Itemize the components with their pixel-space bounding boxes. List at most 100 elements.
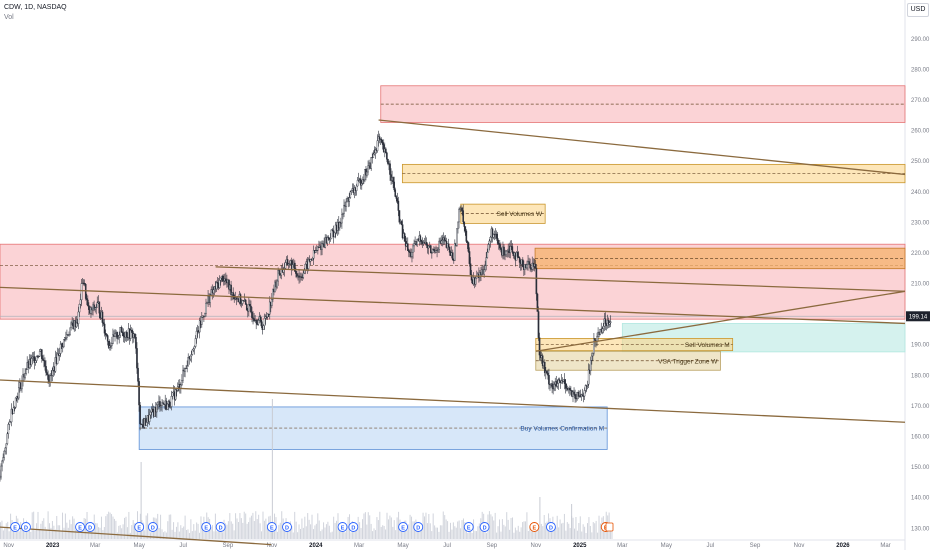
candle-body — [170, 396, 173, 407]
candle-body — [326, 237, 329, 244]
candle-body — [488, 240, 491, 245]
candle-body — [564, 383, 567, 389]
time-tick-label: Sep — [223, 543, 234, 549]
candle-body — [25, 369, 27, 374]
candle-body — [282, 269, 285, 273]
candle-body — [260, 320, 263, 327]
volume-bar — [201, 523, 203, 539]
volume-bar — [184, 515, 186, 539]
volume-bar — [217, 531, 219, 539]
candle-body — [401, 224, 404, 239]
volume-bar — [509, 529, 511, 539]
volume-bar — [224, 523, 226, 539]
volume-bar — [0, 522, 1, 539]
candle-body — [556, 383, 559, 387]
trendline — [378, 119, 906, 176]
event-marker-label: D — [416, 525, 420, 531]
candle-body — [398, 210, 401, 223]
volume-bar — [435, 527, 437, 539]
volume-label: Vol — [4, 14, 14, 21]
candle-body — [461, 207, 463, 211]
currency-button[interactable]: USD — [907, 3, 929, 17]
volume-bar — [105, 516, 107, 539]
time-tick-label: 2023 — [46, 543, 60, 549]
volume-bar — [540, 523, 542, 539]
price-tick-label: 220.00 — [911, 251, 930, 257]
volume-bar — [475, 531, 477, 539]
volume-bar — [168, 514, 170, 539]
candle-body — [467, 242, 470, 252]
volume-bar — [582, 524, 584, 539]
candle-body — [4, 447, 7, 452]
candle-body — [584, 385, 587, 391]
candle-body — [547, 372, 549, 376]
volume-bar — [103, 527, 105, 539]
volume-bar — [424, 516, 426, 539]
candle-body — [322, 243, 324, 245]
price-tick-label: 230.00 — [911, 220, 930, 226]
volume-bar — [246, 523, 248, 539]
candle-body — [511, 246, 514, 253]
candle-body — [186, 365, 188, 369]
candle-body — [9, 421, 12, 423]
candle-body — [403, 233, 406, 242]
volume-bar — [379, 511, 381, 539]
volume-bar — [436, 527, 438, 539]
candle-body — [268, 301, 271, 315]
volume-bar — [151, 529, 153, 539]
candle-body — [396, 198, 399, 202]
volume-bar — [563, 513, 565, 539]
volume-bar — [584, 526, 586, 539]
candle-body — [122, 332, 125, 337]
time-tick-label: Mar — [880, 543, 890, 549]
volume-bar — [295, 521, 297, 539]
candle-body — [2, 457, 4, 462]
candle-body — [469, 263, 472, 276]
volume-bar — [64, 513, 66, 539]
candle-body — [144, 418, 147, 426]
trendline — [535, 290, 906, 352]
candle-body — [609, 321, 612, 323]
volume-bar — [527, 531, 529, 539]
candle-body — [317, 246, 319, 251]
volume-bar — [188, 532, 190, 539]
volume-bar — [108, 511, 110, 539]
candle-body — [271, 299, 273, 306]
candle-body — [195, 330, 198, 339]
candle-body — [541, 355, 544, 367]
volume-bar — [187, 529, 189, 539]
trendline — [215, 266, 906, 292]
event-marker-label: D — [549, 525, 553, 531]
candle-body — [509, 245, 512, 253]
volume-bar — [386, 512, 388, 539]
candle-body — [385, 148, 387, 154]
candle-body — [534, 263, 537, 269]
volume-bar — [471, 532, 473, 539]
candle-body — [108, 345, 111, 348]
candle-body — [408, 250, 410, 253]
candle-body — [215, 282, 218, 290]
time-tick-label: Jul — [443, 543, 451, 549]
volume-bar — [412, 521, 414, 539]
price-tick-label: 280.00 — [911, 67, 930, 73]
volume-bar — [180, 525, 182, 539]
volume-bar — [96, 523, 98, 539]
candle-body — [307, 259, 310, 269]
candle-body — [409, 251, 411, 253]
volume-bar — [455, 527, 457, 539]
volume-bar — [360, 527, 362, 539]
volume-bar — [243, 511, 245, 539]
volume-bar — [249, 517, 251, 539]
candle-body — [159, 401, 161, 408]
event-marker-label: E — [13, 525, 17, 531]
event-marker — [215, 522, 226, 532]
volume-bar — [197, 523, 199, 539]
candle-body — [85, 298, 88, 301]
candle-body — [486, 251, 489, 258]
volume-bar — [503, 524, 505, 539]
candle-body — [162, 402, 164, 405]
volume-bar — [315, 523, 317, 539]
volume-bar — [448, 531, 450, 539]
